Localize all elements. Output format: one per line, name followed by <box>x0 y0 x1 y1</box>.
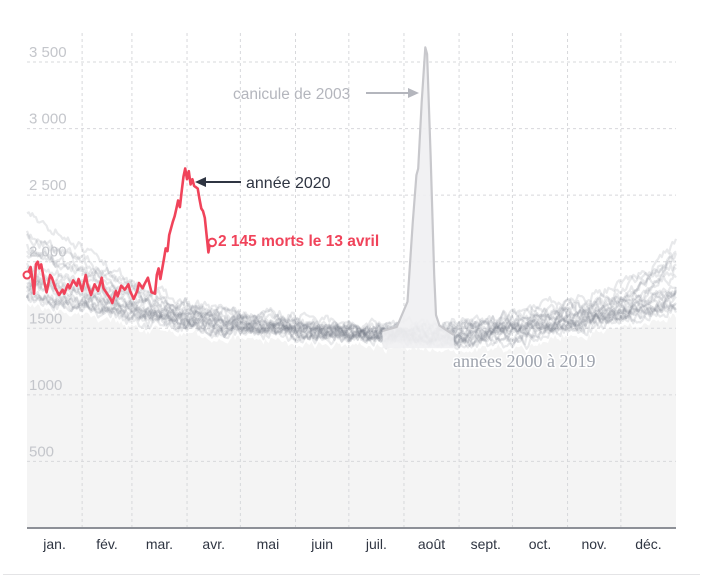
y-tick-label: 3 500 <box>29 44 67 61</box>
ensemble-line-2015 <box>25 230 678 339</box>
x-tick-label: sept. <box>471 536 501 552</box>
ensemble-line-2013 <box>26 271 677 347</box>
heatwave-2003-layer <box>382 46 455 349</box>
y-tick-label: 3 000 <box>29 111 67 128</box>
ensemble-line-2002 <box>25 291 677 351</box>
x-tick-label: jan. <box>42 536 66 552</box>
ensemble-line-2001 <box>26 211 678 339</box>
y-tick-label: 1000 <box>29 377 62 394</box>
bottom-divider <box>3 574 700 575</box>
grid-layer <box>27 33 676 528</box>
x-tick-label: nov. <box>581 536 606 552</box>
plot-background-fill <box>27 303 676 528</box>
last-value-label: 2 145 morts le 13 avril <box>218 233 379 250</box>
year-2020-line <box>25 167 212 305</box>
ensemble-line-2019 <box>26 280 677 344</box>
x-tick-label: août <box>418 536 445 552</box>
y-tick-label: 2 000 <box>29 244 67 261</box>
ensemble-line-2009 <box>26 265 678 343</box>
x-tick-label: déc. <box>635 536 661 552</box>
y-tick-label: 2 500 <box>29 177 67 194</box>
heatwave-label: canicule de 2003 <box>233 86 350 103</box>
x-axis-ticks: jan. fév. mar. avr. mai juin juil. août sept. oct… <box>42 536 661 552</box>
y-axis-ticks: 500 1000 1500 2 000 2 500 3 000 3 500 <box>29 44 67 460</box>
x-tick-label: avr. <box>202 536 225 552</box>
ensemble-line-2010 <box>25 294 678 350</box>
year-2020-start-marker <box>22 270 32 280</box>
x-tick-label: oct. <box>529 536 552 552</box>
y-tick-label: 1500 <box>29 310 62 327</box>
ensemble-line-2006 <box>26 280 677 349</box>
year2020-arrow-icon <box>195 177 241 187</box>
annotations: canicule de 2003 année 2020 2 145 morts … <box>195 86 597 373</box>
x-tick-label: mar. <box>146 536 173 552</box>
x-tick-label: juin <box>310 536 333 552</box>
year-2020-end-marker <box>207 237 217 248</box>
year-2020-layer <box>22 167 217 305</box>
ensemble-label: années 2000 à 2019 <box>453 351 595 371</box>
ensemble-line-2014 <box>26 288 677 348</box>
ensemble-line-2018 <box>25 275 678 346</box>
plot-background-layer <box>27 303 676 528</box>
heatwave-arrow-icon <box>366 88 419 98</box>
heatwave-line <box>382 46 455 336</box>
ensemble-line-2005 <box>25 233 677 334</box>
x-tick-label: mai <box>257 536 280 552</box>
ensemble-line-2000 <box>25 262 677 341</box>
ensemble-lines-layer <box>25 211 678 351</box>
heatwave-area <box>382 47 454 349</box>
ensemble-line-2004 <box>26 276 678 346</box>
y-tick-label: 500 <box>29 443 54 460</box>
ensemble-line-2011 <box>26 281 677 349</box>
x-tick-label: juil. <box>365 536 387 552</box>
ensemble-line-2016 <box>25 288 677 344</box>
x-tick-label: fév. <box>96 536 118 552</box>
year2020-label: année 2020 <box>246 175 331 192</box>
ensemble-line-2017 <box>26 248 677 339</box>
ensemble-line-2007 <box>25 294 677 350</box>
